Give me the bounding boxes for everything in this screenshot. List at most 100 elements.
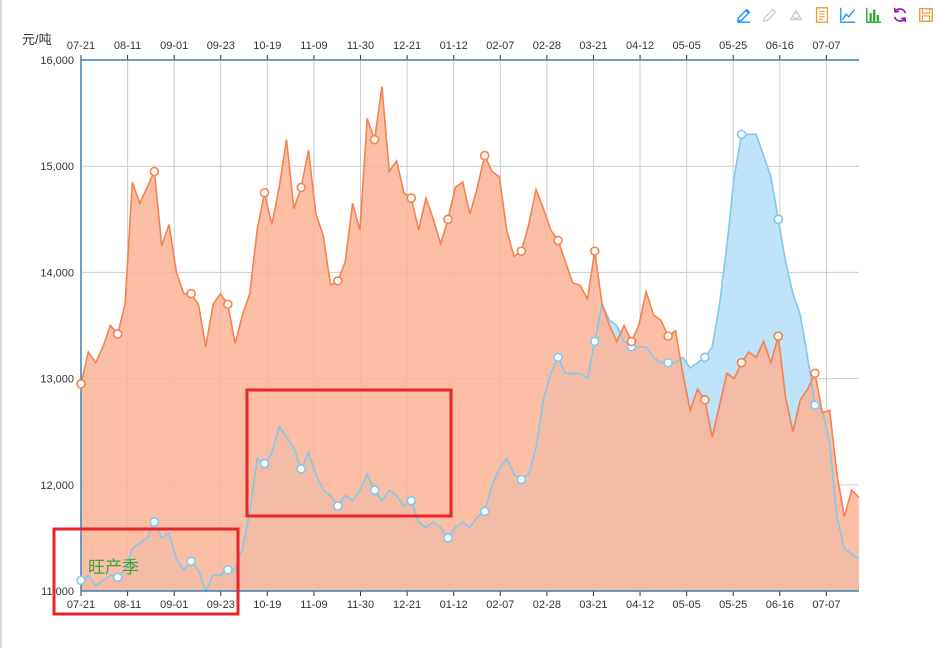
orange-point-marker — [222, 299, 233, 310]
mark-undo-icon[interactable] — [760, 5, 780, 25]
y-tick-label: 11,000 — [41, 586, 74, 598]
x-tick-label-top: 10-19 — [253, 40, 281, 52]
restore-icon[interactable] — [890, 5, 910, 25]
blue-point-marker — [296, 464, 306, 474]
y-axis-unit-label: 元/吨 — [22, 32, 52, 47]
x-tick-label-bottom: 07-21 — [67, 599, 95, 611]
x-tick-label-bottom: 08-11 — [114, 599, 141, 611]
x-tick-label-top: 02-07 — [486, 40, 514, 52]
orange-series-line — [80, 86, 860, 517]
left-border — [0, 0, 2, 648]
y-tick-label: 12,000 — [40, 480, 74, 492]
orange-point-marker — [589, 246, 600, 256]
orange-point-marker — [333, 276, 343, 286]
blue-point-marker — [479, 506, 490, 517]
x-tick-label-bottom: 03-21 — [579, 599, 607, 611]
x-tick-label-top: 09-23 — [207, 40, 235, 52]
blue-point-marker — [736, 129, 747, 140]
tick-labels: 11,000 12,000 13,000 14,000 15,000 16,000 07-2… — [40, 40, 840, 611]
x-tick-label-top: 02-28 — [533, 40, 561, 52]
x-tick-label-top: 07-07 — [812, 40, 840, 52]
orange-point-marker — [443, 214, 453, 225]
blue-point-marker — [553, 352, 563, 363]
blue-series-line — [80, 133, 860, 594]
orange-point-marker — [406, 193, 417, 203]
orange-point-marker — [736, 357, 747, 368]
blue-point-marker — [369, 485, 380, 495]
x-tick-label-top: 05-05 — [673, 40, 701, 52]
orange-point-marker — [296, 182, 306, 193]
x-tick-label-top: 01-12 — [440, 40, 468, 52]
y-tick-label: 13,000 — [40, 374, 74, 386]
x-tick-label-bottom: 09-01 — [160, 599, 188, 611]
blue-point-marker — [663, 357, 673, 368]
orange-point-marker — [626, 336, 637, 347]
blue-point-marker — [149, 517, 160, 527]
blue-point-marker — [112, 572, 123, 582]
x-tick-label-bottom: 06-16 — [766, 599, 794, 611]
blue-point-marker — [773, 214, 784, 225]
orange-point-marker — [553, 235, 563, 246]
orange-point-marker — [259, 187, 270, 198]
x-tick-label-bottom: 02-07 — [486, 599, 514, 611]
blue-point-marker — [589, 336, 600, 347]
x-tick-label-bottom: 10-19 — [253, 599, 281, 611]
x-tick-label-top: 07-21 — [67, 40, 95, 52]
blue-point-marker — [406, 495, 417, 506]
x-tick-label-bottom: 07-07 — [812, 599, 840, 611]
orange-point-marker — [773, 331, 784, 341]
orange-point-marker — [112, 329, 123, 339]
orange-point-marker — [149, 166, 160, 177]
x-tick-label-bottom: 11-30 — [347, 599, 374, 611]
x-tick-label-bottom: 01-12 — [440, 599, 468, 611]
blue-point-marker — [259, 458, 270, 469]
orange-point-marker — [479, 150, 490, 161]
save-image-icon[interactable] — [916, 5, 936, 25]
y-tick-label: 14,000 — [40, 267, 74, 279]
x-tick-label-bottom: 02-28 — [533, 599, 561, 611]
x-tick-label-top: 11-09 — [300, 40, 327, 52]
orange-point-marker — [76, 379, 86, 389]
orange-point-marker — [810, 368, 820, 379]
x-tick-label-top: 06-16 — [766, 40, 794, 52]
y-tick-label: 16,000 — [40, 55, 74, 67]
highlight-box-season — [52, 527, 240, 616]
orange-point-marker — [663, 331, 673, 341]
blue-point-marker — [810, 400, 820, 410]
axes — [80, 55, 859, 596]
line-chart-icon[interactable] — [838, 5, 858, 25]
x-tick-label-top: 08-11 — [114, 40, 141, 52]
chart-toolbox — [734, 4, 936, 26]
data-view-icon[interactable] — [812, 5, 832, 25]
blue-point-marker — [222, 564, 233, 575]
blue-point-marker — [76, 575, 86, 586]
x-tick-label-bottom: 05-05 — [673, 599, 701, 611]
mark-icon[interactable] — [734, 5, 754, 25]
data-point-markers — [76, 129, 820, 586]
orange-point-marker — [516, 246, 527, 256]
blue-point-marker — [443, 533, 453, 543]
x-tick-label-top: 03-21 — [579, 40, 607, 52]
x-tick-label-top: 11-30 — [347, 40, 374, 52]
x-tick-label-top: 05-25 — [719, 40, 747, 52]
x-tick-label-bottom: 09-23 — [207, 599, 235, 611]
x-tick-label-top: 04-12 — [626, 40, 654, 52]
x-tick-label-bottom: 11-09 — [300, 599, 327, 611]
blue-point-marker — [700, 352, 710, 363]
bar-chart-icon[interactable] — [864, 5, 884, 25]
x-tick-label-bottom: 12-21 — [393, 599, 421, 611]
area-series — [80, 86, 860, 594]
orange-point-marker — [186, 288, 196, 299]
highlight-box-peak — [245, 388, 453, 518]
blue-point-marker — [333, 501, 343, 511]
x-tick-label-top: 09-01 — [160, 40, 188, 52]
blue-point-marker — [186, 556, 196, 567]
y-tick-label: 15,000 — [40, 161, 74, 173]
x-tick-label-bottom: 04-12 — [626, 599, 654, 611]
orange-series-area — [81, 86, 859, 592]
mark-clear-icon[interactable] — [786, 5, 806, 25]
blue-point-marker — [516, 474, 527, 485]
orange-point-marker — [700, 395, 710, 405]
season-annotation: 旺产季 — [88, 558, 139, 577]
